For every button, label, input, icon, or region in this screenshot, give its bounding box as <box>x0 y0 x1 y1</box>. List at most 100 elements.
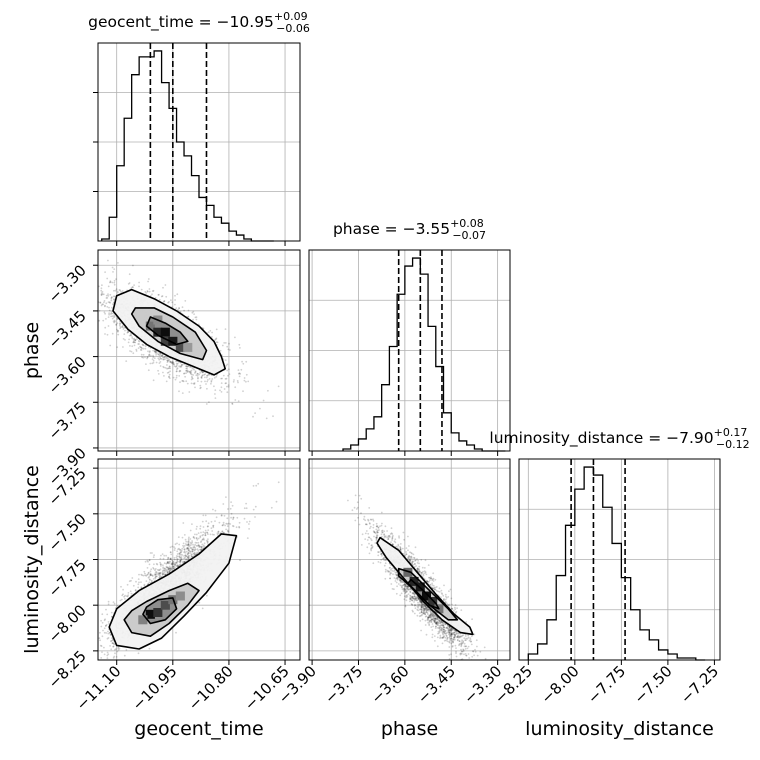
joint-geocent_time-phase-sample <box>182 380 185 383</box>
joint-geocent_time-luminosity_distance-sample <box>193 546 196 549</box>
joint-geocent_time-phase-sample <box>186 365 189 368</box>
joint-geocent_time-luminosity_distance-sample <box>227 529 229 532</box>
joint-geocent_time-luminosity_distance-sample <box>161 573 164 575</box>
joint-geocent_time-luminosity_distance-sample <box>199 527 202 530</box>
joint-geocent_time-phase-sample <box>229 349 231 351</box>
joint-geocent_time-luminosity_distance-sample <box>232 516 235 519</box>
joint-geocent_time-luminosity_distance-sample <box>231 525 234 527</box>
joint-geocent_time-phase-sample <box>135 348 138 351</box>
joint-geocent_time-phase-sample <box>162 300 165 303</box>
joint-geocent_time-phase-sample <box>179 381 181 384</box>
joint-geocent_time-luminosity_distance-sample <box>134 589 137 592</box>
joint-geocent_time-luminosity_distance-sample <box>186 559 189 561</box>
joint-geocent_time-phase-sample <box>194 386 196 389</box>
joint-geocent_time-phase-sample <box>262 399 265 402</box>
joint-geocent_time-luminosity_distance-sample <box>167 568 170 571</box>
joint-geocent_time-luminosity_distance-sample <box>222 531 225 534</box>
joint-geocent_time-phase-sample <box>112 303 114 306</box>
hist-luminosity_distance-title-prefix: luminosity_distance = −7.90 <box>489 429 713 448</box>
joint-geocent_time-luminosity_distance-sample <box>212 525 215 527</box>
joint-geocent_time-luminosity_distance-sample <box>192 536 195 538</box>
joint-geocent_time-luminosity_distance-sample <box>107 653 110 656</box>
joint-geocent_time-luminosity_distance-sample <box>165 568 167 571</box>
joint-geocent_time-phase-sample <box>166 361 169 363</box>
joint-geocent_time-phase-sample <box>129 334 132 337</box>
joint-geocent_time-phase-sample <box>109 281 111 284</box>
joint-geocent_time-luminosity_distance-sample <box>191 523 193 525</box>
joint-geocent_time-phase-sample <box>179 366 182 368</box>
joint-geocent_time-phase-sample <box>94 291 96 293</box>
joint-geocent_time-phase-sample <box>127 283 130 285</box>
joint-geocent_time-luminosity_distance-sample <box>187 540 190 543</box>
joint-geocent_time-luminosity_distance-sample <box>161 570 164 573</box>
joint-geocent_time-phase-sample <box>204 376 206 379</box>
joint-geocent_time-phase-sample <box>164 355 167 358</box>
joint-geocent_time-phase-sample <box>96 278 98 280</box>
joint-geocent_time-phase-sample <box>187 316 190 318</box>
joint-geocent_time-luminosity_distance-sample <box>110 648 113 651</box>
joint-geocent_time-phase-sample <box>153 350 156 353</box>
joint-geocent_time-phase-sample <box>223 388 226 390</box>
joint-geocent_time-phase-sample <box>92 297 94 299</box>
joint-geocent_time-luminosity_distance-sample <box>127 592 130 594</box>
joint-geocent_time-phase-sample <box>112 312 114 315</box>
joint-geocent_time-phase-sample <box>231 403 234 405</box>
joint-geocent_time-luminosity_distance-sample <box>248 528 251 530</box>
joint-geocent_time-phase-sample <box>221 377 224 380</box>
joint-geocent_time-phase-sample <box>226 363 229 366</box>
joint-geocent_time-phase-sample <box>144 356 146 359</box>
joint-geocent_time-luminosity_distance-sample <box>200 541 202 544</box>
joint-geocent_time-phase-sample <box>192 382 195 385</box>
joint-geocent_time-phase-sample <box>168 358 171 361</box>
joint-geocent_time-phase-sample <box>111 306 113 309</box>
joint-geocent_time-luminosity_distance-sample <box>206 542 209 544</box>
joint-geocent_time-luminosity_distance-sample <box>101 613 104 616</box>
joint-geocent_time-phase-sample <box>267 389 269 392</box>
joint-geocent_time-luminosity_distance-sample <box>201 607 204 610</box>
joint-geocent_time-luminosity_distance-sample <box>154 577 157 580</box>
joint-geocent_time-luminosity_distance-sample <box>191 548 194 551</box>
joint-geocent_time-luminosity_distance-sample <box>159 573 161 576</box>
joint-geocent_time-phase-sample <box>193 313 196 315</box>
joint-geocent_time-phase-sample <box>146 290 149 292</box>
joint-geocent_time-phase-sample <box>168 377 171 380</box>
joint-geocent_time-phase-sample <box>190 369 193 372</box>
joint-geocent_time-phase-sample <box>219 389 221 392</box>
joint-geocent_time-phase-sample <box>206 374 209 377</box>
joint-geocent_time-phase-sample <box>224 328 227 330</box>
joint-geocent_time-luminosity_distance-sample <box>201 520 204 523</box>
joint-geocent_time-phase-density-cell-1 <box>153 327 163 337</box>
joint-geocent_time-luminosity_distance-sample <box>194 541 197 544</box>
joint-geocent_time-phase-sample <box>112 295 115 298</box>
joint-geocent_time-phase-sample <box>234 386 237 389</box>
joint-geocent_time-luminosity_distance-sample <box>150 579 153 582</box>
joint-geocent_time-phase-sample <box>161 354 163 357</box>
joint-geocent_time-luminosity_distance-sample <box>180 556 183 558</box>
joint-geocent_time-phase-sample <box>159 353 162 355</box>
joint-geocent_time-phase-sample <box>201 371 204 373</box>
joint-geocent_time-luminosity_distance-sample <box>99 631 101 634</box>
joint-geocent_time-luminosity_distance-sample <box>217 530 220 533</box>
joint-geocent_time-phase-sample <box>228 373 231 375</box>
joint-geocent_time-luminosity_distance-sample <box>188 557 191 559</box>
joint-geocent_time-luminosity_distance-sample <box>181 554 184 556</box>
joint-geocent_time-luminosity_distance-sample <box>175 555 178 557</box>
joint-geocent_time-luminosity_distance-sample <box>106 637 109 640</box>
joint-geocent_time-phase-sample <box>159 354 162 356</box>
joint-geocent_time-luminosity_distance-sample <box>181 561 184 564</box>
joint-geocent_time-phase-sample <box>181 392 184 394</box>
joint-geocent_time-luminosity_distance-sample <box>171 563 174 566</box>
joint-geocent_time-luminosity_distance-sample <box>185 555 188 557</box>
joint-geocent_time-luminosity_distance-sample <box>173 563 176 566</box>
joint-geocent_time-phase-sample <box>113 279 116 282</box>
joint-geocent_time-phase-sample <box>131 286 134 288</box>
joint-geocent_time-luminosity_distance-sample <box>158 569 161 571</box>
joint-geocent_time-luminosity_distance-sample <box>163 567 166 570</box>
joint-geocent_time-luminosity_distance-sample <box>198 544 200 547</box>
joint-geocent_time-phase-sample <box>237 369 240 371</box>
joint-geocent_time-luminosity_distance-sample <box>184 554 187 557</box>
joint-geocent_time-phase-sample <box>113 321 115 324</box>
joint-geocent_time-luminosity_distance-sample <box>197 544 200 546</box>
joint-geocent_time-luminosity_distance-sample <box>178 543 181 546</box>
joint-geocent_time-luminosity_distance-sample <box>212 524 215 527</box>
